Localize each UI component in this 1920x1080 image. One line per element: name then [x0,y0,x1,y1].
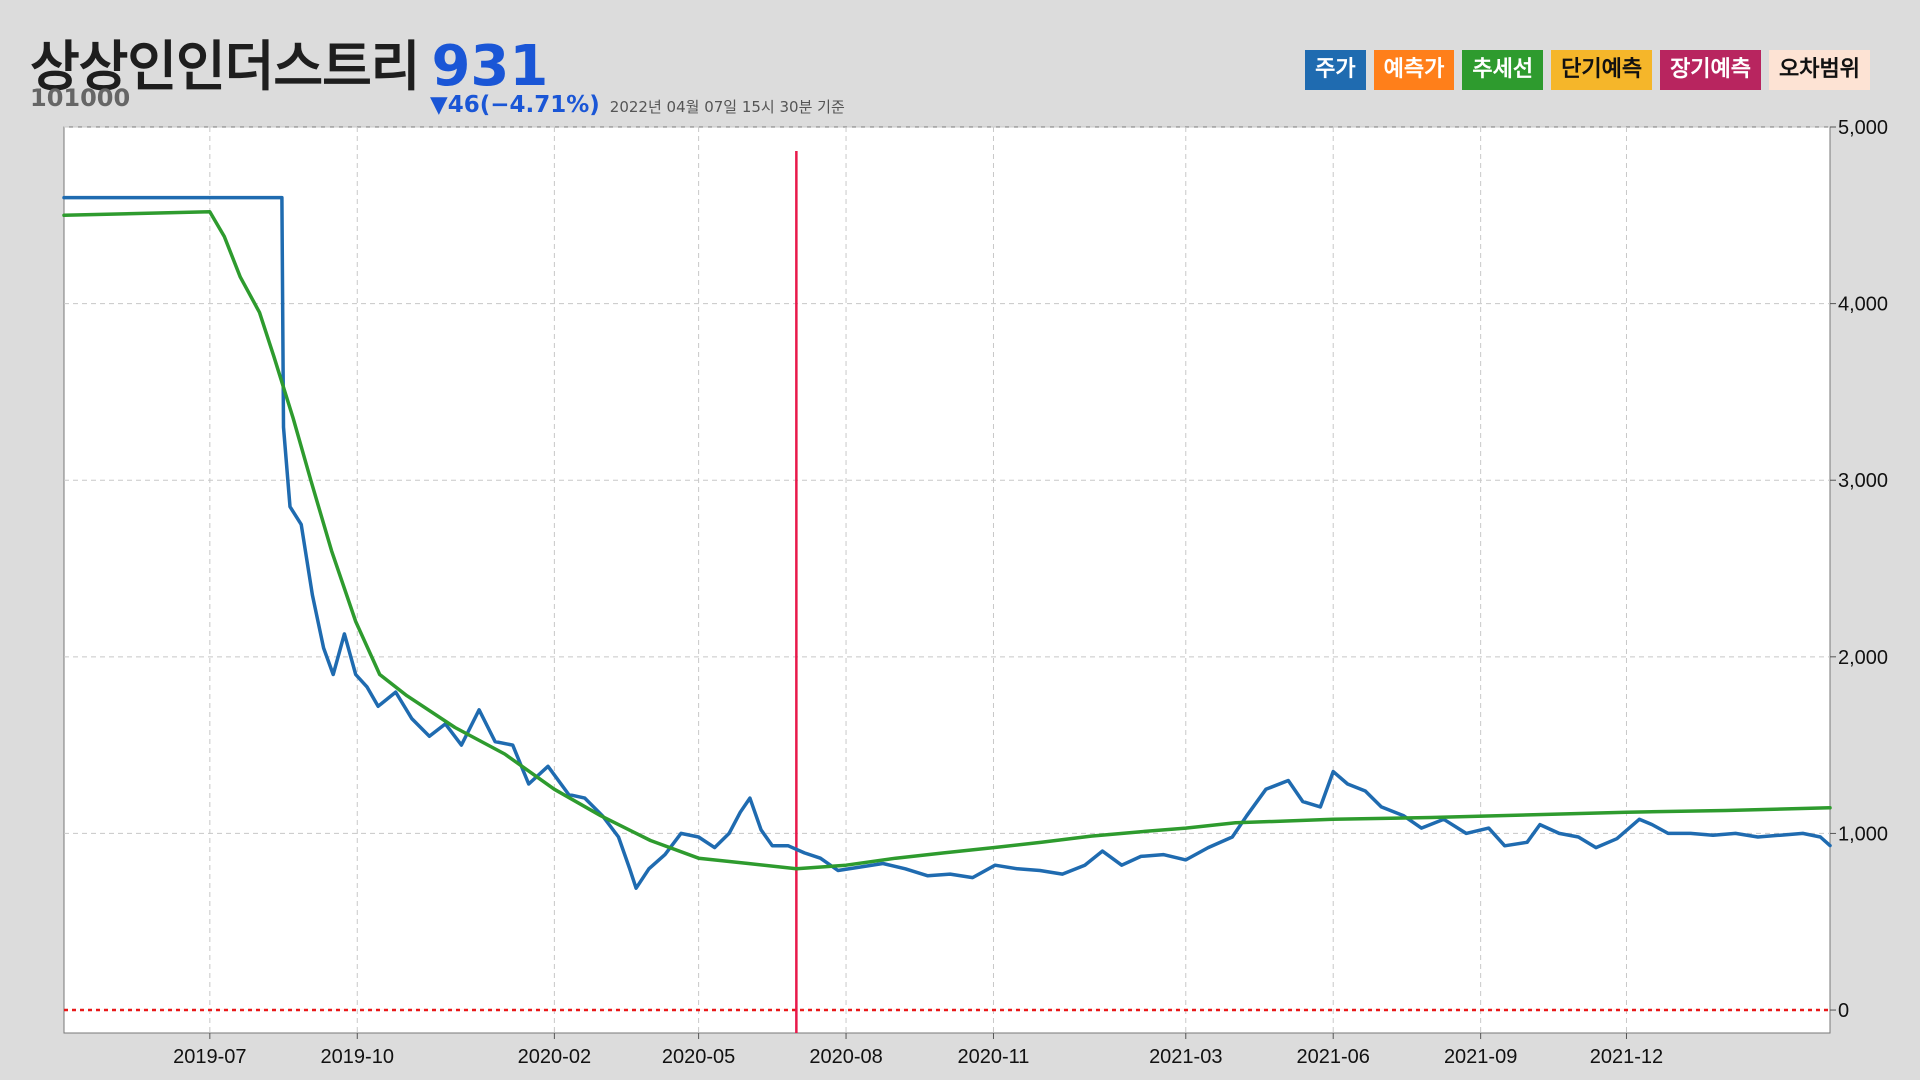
y-tick-label: 0 [1838,1000,1849,1022]
x-tick-label: 2021-09 [1444,1046,1517,1068]
x-tick-label: 2020-02 [518,1046,591,1068]
legend-item-trendline[interactable]: 추세선 [1462,50,1544,90]
price-series-line [62,195,1832,890]
stock-code: 101000 [30,84,131,112]
legend-item-error-range[interactable]: 오차범위 [1769,50,1870,90]
y-tick-label: 1,000 [1838,823,1888,845]
axis-layer: 5,000 4,000 3,000 2,000 1,000 0 2019-07 2019-10… [173,117,1888,1068]
y-tick-label: 3,000 [1838,470,1888,492]
current-price: 931 [431,34,549,99]
x-tick-label: 2020-05 [662,1046,735,1068]
x-tick-label: 2019-07 [173,1046,246,1068]
y-tick-label: 2,000 [1838,647,1888,669]
company-name: 상상인인더스트리 [30,35,420,98]
x-tick-label: 2020-11 [958,1046,1030,1068]
x-tick-label: 2020-08 [809,1046,882,1068]
legend-item-long-term[interactable]: 장기예측 [1660,50,1762,90]
legend-item-predicted[interactable]: 예측가 [1373,50,1455,90]
x-tick-label: 2021-06 [1297,1046,1370,1068]
title-row: 상상인인더스트리 931 [30,22,548,101]
timestamp: 2022년 04월 07일 15시 30분 기준 [609,98,845,116]
price-change: ▼46(−4.71%) [430,92,600,118]
trend-series-line [62,210,1832,871]
legend-item-price[interactable]: 주가 [1305,50,1366,90]
plot-area [63,126,1831,1034]
legend-item-short-term[interactable]: 단기예측 [1551,50,1653,90]
x-tick-label: 2021-12 [1590,1046,1663,1068]
y-tick-label: 5,000 [1838,117,1888,139]
legend: 주가 예측가 추세선 단기예측 장기예측 오차범위 [1305,50,1870,90]
y-tick-label: 4,000 [1838,294,1888,316]
x-tick-label: 2019-10 [321,1046,394,1068]
change-row: ▼46(−4.71%) 2022년 04월 07일 15시 30분 기준 [430,92,845,118]
x-tick-label: 2021-03 [1149,1046,1222,1068]
chart-header: 상상인인더스트리 931 101000 ▼46(−4.71%) 2022년 04월 … [30,22,1890,142]
grid-layer [64,126,1830,1033]
series-layer [62,151,1832,1033]
